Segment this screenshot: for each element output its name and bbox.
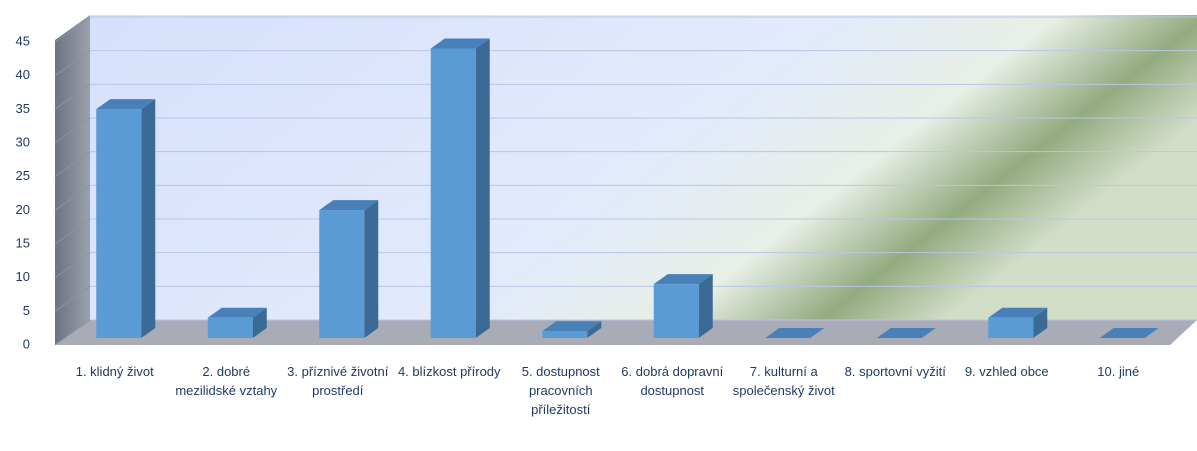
- x-tick-label: 8. sportovní vyžití: [844, 364, 946, 379]
- y-tick-label: 35: [16, 101, 30, 116]
- x-tick-label: 4. blízkost přírody: [397, 364, 501, 379]
- bar-top: [96, 99, 156, 110]
- bar: [319, 200, 379, 338]
- x-tick-label: 5. dostupnost pracovních příležitostí: [521, 364, 600, 417]
- y-tick-label: 20: [16, 202, 30, 217]
- y-tick-label: 5: [23, 303, 30, 318]
- x-tick-label: 2. dobré mezilidské vztahy: [175, 364, 278, 398]
- grid-line: [54, 16, 91, 43]
- bar-top: [1099, 328, 1159, 338]
- side-wall: [55, 15, 90, 345]
- bar-top: [653, 274, 713, 285]
- bar-front: [988, 317, 1034, 338]
- x-tick-label: 1. klidný život: [75, 364, 154, 379]
- y-tick-label: 10: [16, 269, 30, 284]
- bar-side: [587, 321, 602, 338]
- bar-front: [542, 331, 588, 338]
- y-tick-label: 30: [16, 134, 30, 149]
- bar: [430, 38, 490, 338]
- bar-side: [141, 99, 156, 338]
- back-wall: [90, 15, 1197, 320]
- bar: [96, 99, 156, 338]
- bar-top: [542, 321, 602, 332]
- grid-line: [54, 218, 91, 245]
- bar-top: [319, 200, 379, 211]
- bar-front: [430, 48, 476, 338]
- grid-line: [54, 117, 91, 144]
- bar-side: [1033, 307, 1048, 338]
- bar-top: [430, 38, 490, 49]
- bar: [542, 321, 602, 338]
- y-tick-label: 25: [16, 168, 30, 183]
- grid-line: [54, 151, 91, 178]
- bar-top: [876, 328, 936, 338]
- bar: [653, 274, 713, 338]
- bar: [876, 328, 936, 338]
- bar-top: [988, 307, 1048, 318]
- bar: [1099, 328, 1159, 338]
- grid-line: [54, 50, 91, 77]
- y-tick-label: 45: [16, 33, 30, 48]
- x-tick-label: 6. dobrá dopravní dostupnost: [621, 364, 724, 398]
- bar-side: [475, 38, 490, 338]
- bar-front: [96, 109, 142, 338]
- y-tick-label: 15: [16, 235, 30, 250]
- y-tick-label: 40: [16, 67, 30, 82]
- bar: [765, 328, 825, 338]
- bar-top: [765, 328, 825, 338]
- bar-side: [252, 307, 267, 338]
- x-tick-label: 7. kulturní a společenský život: [732, 364, 835, 398]
- x-tick-label: 9. vzhled obce: [964, 364, 1049, 379]
- x-tick-label: 10. jiné: [1097, 364, 1140, 379]
- x-tick-label: 3. příznivé životní prostředí: [287, 364, 389, 398]
- bar-top: [207, 307, 267, 318]
- grid-line: [54, 252, 91, 279]
- bar-front: [653, 284, 699, 338]
- bar: [988, 307, 1048, 338]
- bar-side: [364, 200, 379, 338]
- grid-line: [54, 319, 91, 346]
- grid-line: [54, 285, 91, 312]
- bar-side: [698, 274, 713, 338]
- grid-line: [54, 83, 91, 110]
- bar: [207, 307, 267, 338]
- grid-line: [54, 184, 91, 211]
- bar-front: [319, 210, 365, 338]
- y-tick-label: 0: [23, 336, 30, 351]
- bar-front: [207, 317, 253, 338]
